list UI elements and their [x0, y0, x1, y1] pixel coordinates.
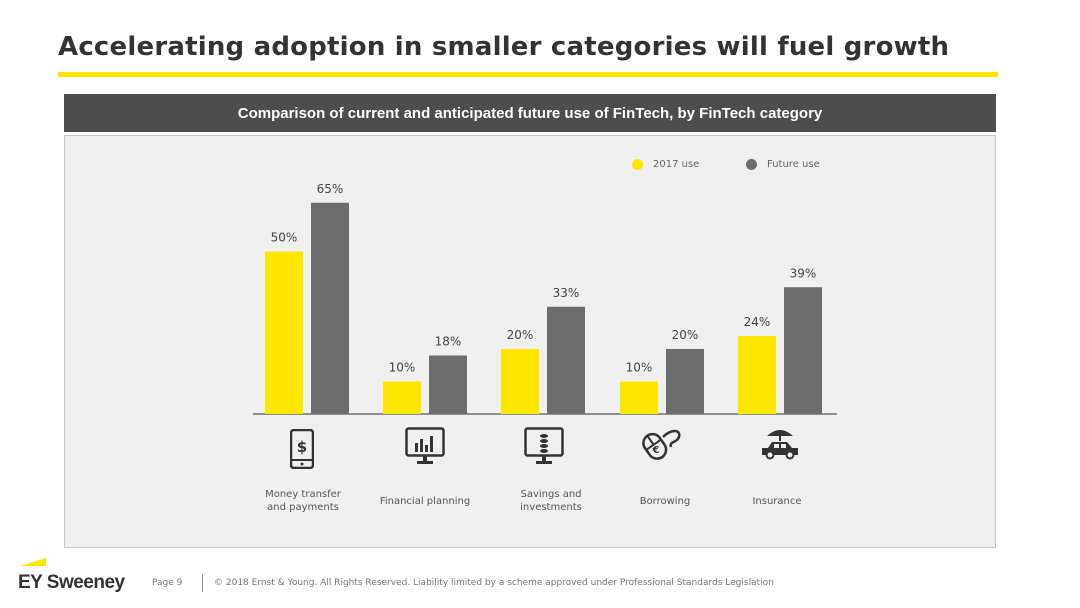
bar-future-0: [311, 202, 349, 414]
bar-future-2: [547, 306, 585, 414]
bar-2017-1: [383, 381, 421, 414]
bar-2017-3: [620, 381, 658, 414]
bar-future-3: [666, 349, 704, 414]
data-label-future-3: 20%: [672, 328, 699, 342]
category-line: investments: [520, 502, 582, 513]
category-label-money-transfer: Money transfer and payments: [238, 486, 368, 516]
mobile-dollar-icon: $: [290, 429, 314, 469]
bar-chart: 50% 65% 10% 18% 20% 33% 10% 20% 24% 39%: [253, 182, 837, 415]
bar-2017-4: [738, 336, 776, 414]
bar-2017-0: [265, 251, 303, 414]
category-label-insurance: Insurance: [712, 486, 842, 516]
footer-divider: [202, 574, 203, 592]
data-label-2017-2: 20%: [507, 328, 534, 342]
monitor-chart-icon: [405, 427, 445, 464]
data-label-future-0: 65%: [317, 182, 344, 196]
category-line: Savings and: [520, 489, 582, 500]
title-underline: [58, 72, 998, 77]
bar-future-4: [784, 287, 822, 414]
data-label-future-2: 33%: [553, 286, 580, 300]
category-label-financial-planning: Financial planning: [360, 486, 490, 516]
svg-text:$: $: [297, 438, 307, 456]
data-label-2017-0: 50%: [271, 231, 298, 245]
data-label-2017-3: 10%: [626, 361, 653, 375]
legend-swatch-2017: [632, 159, 643, 170]
legend-item-2017: 2017 use: [632, 159, 699, 170]
category-line: Borrowing: [639, 495, 691, 507]
bar-future-1: [429, 355, 467, 414]
legend-label-2017: 2017 use: [653, 159, 700, 170]
svg-text:€: €: [652, 445, 660, 456]
chart-banner: Comparison of current and anticipated fu…: [64, 94, 996, 132]
legend-label-future: Future use: [767, 159, 820, 170]
data-label-2017-1: 10%: [389, 361, 416, 375]
logo-text: EY Sweeney: [18, 572, 125, 593]
mouse-euro-icon: €: [642, 429, 681, 460]
category-label-text: Savings and investments: [520, 488, 582, 514]
page-title: Accelerating adoption in smaller categor…: [58, 32, 950, 62]
data-label-2017-4: 24%: [744, 315, 771, 329]
data-label-future-1: 18%: [435, 335, 462, 349]
category-line: Money transfer: [265, 489, 341, 500]
bar-2017-2: [501, 349, 539, 414]
legend-swatch-future: [746, 159, 757, 170]
page-number: Page 9: [152, 578, 183, 588]
ey-sweeney-logo: EY Sweeney: [18, 558, 128, 594]
logo-beam: [20, 558, 46, 566]
monitor-coins-icon: [524, 427, 564, 464]
car-umbrella-icon: [762, 430, 798, 460]
data-label-future-4: 39%: [790, 266, 817, 280]
category-label-text: Money transfer and payments: [265, 488, 341, 514]
chart-panel: 50% 65% 10% 18% 20% 33% 10% 20% 24% 39% 2017 use …: [64, 135, 996, 548]
category-label-savings: Savings and investments: [486, 486, 616, 516]
category-line: Financial planning: [379, 495, 471, 507]
category-label-borrowing: Borrowing: [600, 486, 730, 516]
copyright-notice: © 2018 Ernst & Young. All Rights Reserve…: [214, 578, 774, 588]
category-line: and payments: [267, 502, 339, 513]
category-line: Insurance: [752, 495, 802, 507]
legend-item-future: Future use: [746, 159, 820, 170]
